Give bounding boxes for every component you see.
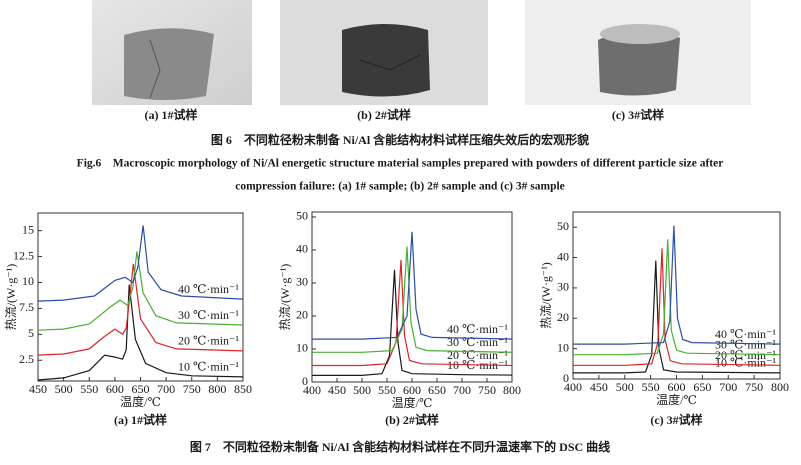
series-line bbox=[573, 248, 781, 366]
series-label: 30 ℃·min⁻¹ bbox=[715, 337, 776, 351]
x-tick-label: 450 bbox=[29, 382, 47, 396]
x-axis-label: 温度/℃ bbox=[656, 392, 697, 407]
photo-caption: (b) 2#试样 bbox=[357, 107, 411, 122]
x-tick-label: 800 bbox=[771, 380, 789, 394]
x-tick-label: 500 bbox=[353, 383, 371, 397]
series-line bbox=[37, 263, 244, 356]
series-line bbox=[37, 284, 244, 381]
y-tick-label: 40 bbox=[296, 242, 308, 256]
photo-b bbox=[280, 0, 488, 105]
x-tick-label: 400 bbox=[564, 380, 582, 394]
series-label: 10 ℃·min⁻¹ bbox=[715, 356, 776, 370]
series-label: 30 ℃·min⁻¹ bbox=[178, 308, 239, 322]
x-tick-label: 650 bbox=[428, 383, 446, 397]
x-tick-label: 450 bbox=[590, 380, 608, 394]
series-line bbox=[573, 260, 781, 374]
figure-caption-en: Fig.6 Macroscopic morphology of Ni/Al en… bbox=[77, 158, 724, 170]
x-tick-label: 750 bbox=[478, 383, 496, 397]
y-axis-label: 热流/(W·g⁻¹) bbox=[278, 264, 292, 331]
series-line bbox=[573, 239, 781, 356]
y-tick-label: 20 bbox=[296, 308, 308, 322]
y-tick-label: 20 bbox=[557, 310, 569, 324]
x-tick-label: 600 bbox=[403, 383, 421, 397]
y-tick-label: 30 bbox=[296, 275, 308, 289]
chart-caption: (b) 2#试样 bbox=[385, 412, 439, 427]
series-label: 20 ℃·min⁻¹ bbox=[447, 348, 508, 362]
photo-caption: (c) 3#试样 bbox=[612, 107, 664, 122]
y-tick-label: 12.5 bbox=[13, 248, 34, 262]
y-axis-label: 热流/(W·g⁻¹) bbox=[539, 262, 553, 329]
series-line bbox=[312, 259, 513, 367]
x-tick-label: 750 bbox=[745, 380, 763, 394]
figure-caption-en: compression failure: (a) 1# sample; (b) … bbox=[235, 181, 565, 193]
series-line bbox=[312, 246, 513, 353]
x-tick-label: 700 bbox=[453, 383, 471, 397]
x-axis-label: 温度/℃ bbox=[120, 394, 161, 409]
series-line bbox=[573, 225, 781, 345]
series-line bbox=[312, 269, 513, 376]
series-label: 40 ℃·min⁻¹ bbox=[715, 327, 776, 341]
x-tick-label: 700 bbox=[157, 382, 175, 396]
x-tick-label: 850 bbox=[234, 382, 252, 396]
x-tick-label: 400 bbox=[303, 383, 321, 397]
y-tick-label: 40 bbox=[557, 249, 569, 263]
y-tick-label: 0 bbox=[302, 374, 308, 388]
x-tick-label: 550 bbox=[80, 382, 98, 396]
x-tick-label: 500 bbox=[55, 382, 73, 396]
series-label: 20 ℃·min⁻¹ bbox=[178, 334, 239, 348]
x-tick-label: 800 bbox=[503, 383, 521, 397]
x-tick-label: 550 bbox=[378, 383, 396, 397]
x-tick-label: 550 bbox=[642, 380, 660, 394]
x-tick-label: 500 bbox=[616, 380, 634, 394]
y-tick-label: 15 bbox=[22, 222, 34, 236]
photo-caption: (a) 1#试样 bbox=[145, 107, 198, 122]
y-tick-label: 30 bbox=[557, 280, 569, 294]
series-line bbox=[37, 225, 244, 302]
y-tick-label: 2.5 bbox=[19, 352, 34, 366]
y-tick-label: 5 bbox=[28, 326, 34, 340]
chart-caption: (c) 3#试样 bbox=[650, 412, 702, 427]
series-label: 20 ℃·min⁻¹ bbox=[715, 348, 776, 362]
y-tick-label: 10 bbox=[22, 274, 34, 288]
x-tick-label: 800 bbox=[208, 382, 226, 396]
y-tick-label: 50 bbox=[557, 219, 569, 233]
series-label: 40 ℃·min⁻¹ bbox=[178, 282, 239, 296]
series-label: 10 ℃·min⁻¹ bbox=[178, 360, 239, 374]
x-tick-label: 650 bbox=[132, 382, 150, 396]
y-tick-label: 10 bbox=[296, 341, 308, 355]
series-line bbox=[312, 231, 513, 340]
y-axis-label: 热流/(W·g⁻¹) bbox=[4, 264, 18, 331]
series-line bbox=[37, 251, 244, 331]
y-tick-label: 7.5 bbox=[19, 300, 34, 314]
photo-c bbox=[525, 0, 751, 105]
x-tick-label: 700 bbox=[719, 380, 737, 394]
chart-caption: (a) 1#试样 bbox=[114, 412, 167, 427]
figure-caption: 图 7 不同粒径粉末制备 Ni/Al 含能结构材料试样在不同升温速率下的 DSC… bbox=[190, 439, 610, 454]
x-tick-label: 750 bbox=[183, 382, 201, 396]
series-label: 40 ℃·min⁻¹ bbox=[447, 322, 508, 336]
series-label: 30 ℃·min⁻¹ bbox=[447, 335, 508, 349]
x-tick-label: 450 bbox=[328, 383, 346, 397]
x-tick-label: 600 bbox=[106, 382, 124, 396]
y-tick-label: 10 bbox=[557, 340, 569, 354]
figure-caption: 图 6 不同粒径粉末制备 Ni/Al 含能结构材料试样压缩失效后的宏观形貌 bbox=[211, 132, 589, 147]
y-tick-label: 50 bbox=[296, 209, 308, 223]
photo-a bbox=[92, 0, 252, 105]
x-tick-label: 650 bbox=[693, 380, 711, 394]
x-axis-label: 温度/℃ bbox=[392, 395, 433, 410]
y-tick-label: 0 bbox=[563, 371, 569, 385]
x-tick-label: 600 bbox=[668, 380, 686, 394]
